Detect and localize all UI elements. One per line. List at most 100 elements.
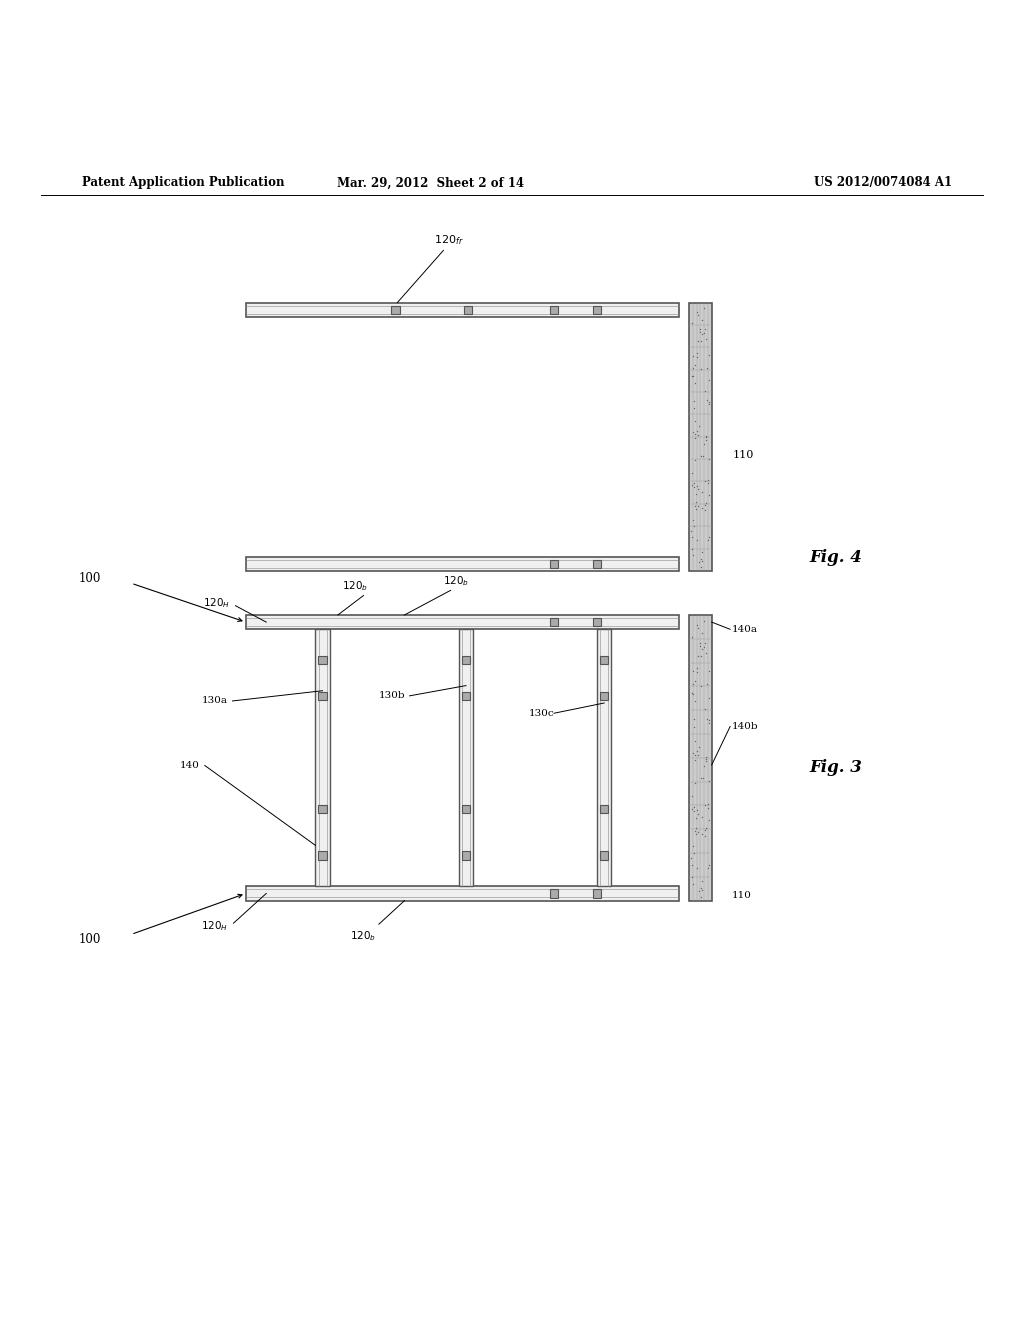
Point bbox=[698, 329, 715, 350]
Point bbox=[699, 793, 716, 814]
Point bbox=[700, 797, 717, 818]
Bar bbox=[459, 630, 473, 886]
Point bbox=[698, 673, 715, 694]
Bar bbox=[597, 630, 611, 886]
Point bbox=[698, 748, 715, 770]
Point bbox=[692, 445, 709, 466]
Point bbox=[698, 358, 715, 379]
Bar bbox=[600, 851, 608, 859]
Bar bbox=[550, 560, 558, 568]
Point bbox=[685, 660, 701, 681]
Text: 100: 100 bbox=[79, 572, 101, 585]
Point bbox=[687, 772, 703, 793]
Text: Fig. 4: Fig. 4 bbox=[809, 549, 862, 566]
Point bbox=[694, 638, 711, 659]
Point bbox=[688, 483, 705, 504]
Point bbox=[689, 301, 706, 322]
Point bbox=[690, 616, 707, 638]
Point bbox=[684, 626, 700, 647]
Point bbox=[687, 690, 703, 711]
Point bbox=[689, 657, 706, 678]
Point bbox=[694, 309, 711, 330]
Point bbox=[688, 800, 705, 821]
Bar bbox=[315, 630, 330, 886]
Bar bbox=[689, 302, 712, 572]
Text: 100: 100 bbox=[79, 933, 101, 946]
Bar bbox=[462, 805, 470, 813]
Text: 110: 110 bbox=[732, 891, 752, 900]
Point bbox=[686, 516, 702, 537]
Point bbox=[688, 741, 705, 762]
Point bbox=[690, 645, 707, 667]
Point bbox=[686, 717, 702, 738]
Point bbox=[692, 359, 709, 380]
Point bbox=[696, 755, 713, 776]
Point bbox=[686, 671, 702, 692]
Point bbox=[684, 313, 700, 334]
Point bbox=[698, 643, 715, 664]
Point bbox=[686, 391, 702, 412]
Point bbox=[694, 541, 711, 562]
Point bbox=[687, 821, 703, 842]
Point bbox=[684, 799, 700, 820]
Bar bbox=[464, 306, 472, 314]
Point bbox=[683, 854, 699, 875]
Point bbox=[694, 482, 711, 503]
Point bbox=[685, 836, 701, 857]
Point bbox=[686, 473, 702, 494]
Point bbox=[686, 424, 702, 445]
Point bbox=[685, 421, 701, 442]
Point bbox=[701, 484, 718, 506]
Point bbox=[697, 747, 714, 768]
Bar bbox=[593, 890, 601, 898]
Point bbox=[695, 636, 712, 657]
Point bbox=[684, 673, 700, 694]
Point bbox=[683, 520, 699, 541]
Point bbox=[688, 346, 705, 367]
Point bbox=[697, 825, 714, 846]
Point bbox=[700, 370, 717, 391]
Point bbox=[688, 475, 705, 496]
Point bbox=[697, 500, 714, 521]
Point bbox=[684, 785, 700, 807]
Point bbox=[688, 420, 705, 441]
Text: $120_{fr}$: $120_{fr}$ bbox=[434, 234, 463, 247]
Bar bbox=[246, 557, 679, 572]
Point bbox=[691, 416, 708, 437]
Point bbox=[684, 474, 700, 495]
Point bbox=[686, 477, 702, 498]
Point bbox=[694, 623, 711, 644]
Point bbox=[685, 510, 701, 531]
Text: Fig. 3: Fig. 3 bbox=[809, 759, 862, 776]
Point bbox=[697, 425, 714, 446]
Point bbox=[696, 433, 713, 454]
Point bbox=[696, 471, 713, 492]
Point bbox=[686, 842, 702, 863]
Point bbox=[701, 809, 718, 830]
Point bbox=[686, 709, 702, 730]
Point bbox=[692, 645, 709, 667]
Bar bbox=[318, 851, 327, 859]
Text: $120_{b}$: $120_{b}$ bbox=[342, 579, 369, 594]
Text: $120_{b}$: $120_{b}$ bbox=[350, 929, 377, 942]
Point bbox=[683, 847, 699, 869]
Point bbox=[697, 698, 714, 719]
Point bbox=[687, 730, 703, 751]
Point bbox=[691, 737, 708, 758]
Point bbox=[699, 389, 716, 411]
Point bbox=[691, 880, 708, 902]
Point bbox=[687, 450, 703, 471]
Point bbox=[685, 742, 701, 763]
Point bbox=[684, 874, 700, 895]
Bar bbox=[550, 306, 558, 314]
Text: 140a: 140a bbox=[732, 624, 758, 634]
Point bbox=[700, 713, 717, 734]
Bar bbox=[593, 618, 601, 626]
Bar bbox=[462, 692, 470, 701]
Point bbox=[688, 661, 705, 682]
Bar bbox=[462, 851, 470, 859]
Point bbox=[690, 304, 707, 325]
Point bbox=[684, 462, 700, 483]
Text: US 2012/0074084 A1: US 2012/0074084 A1 bbox=[814, 177, 952, 189]
Point bbox=[699, 857, 716, 878]
